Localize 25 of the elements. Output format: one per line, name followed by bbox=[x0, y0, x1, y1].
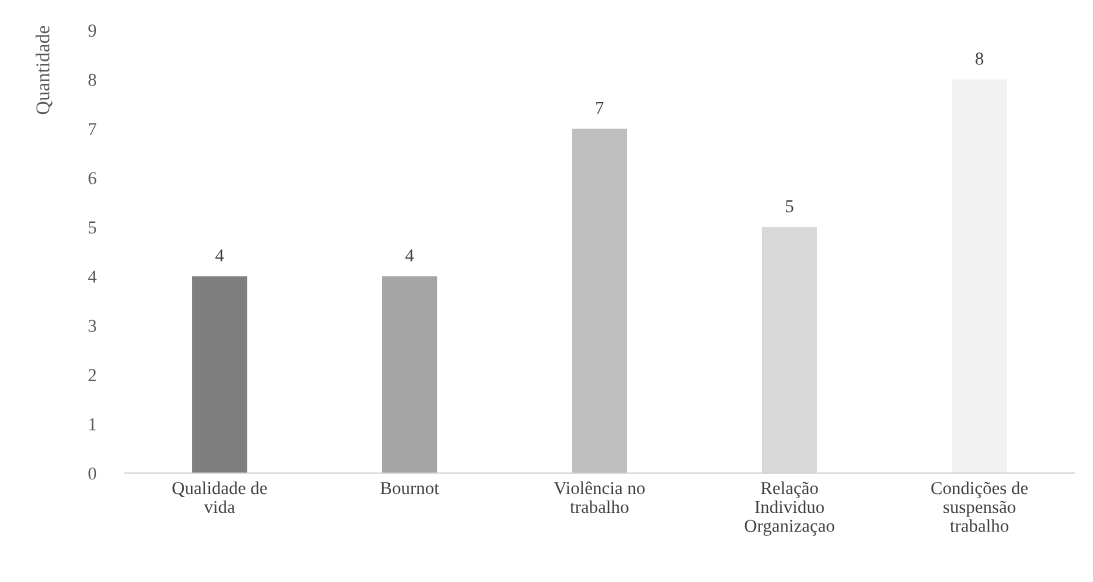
x-tick-label: Violência no trabalho bbox=[553, 481, 645, 514]
y-tick-label: 6 bbox=[88, 172, 97, 185]
y-tick-label: 7 bbox=[88, 123, 97, 135]
y-tick-label: 3 bbox=[88, 319, 97, 332]
y-tick-label: 8 bbox=[88, 73, 97, 86]
data-label: 5 bbox=[786, 200, 794, 213]
x-tick-label: Condições de suspensão trabalho bbox=[931, 481, 1028, 532]
data-label: 4 bbox=[405, 249, 414, 262]
y-tick-label: 2 bbox=[88, 369, 96, 382]
x-tick-label: Qualidade de vida bbox=[172, 481, 267, 514]
bar bbox=[192, 276, 248, 474]
x-tick-label: Relação Individuo Organizaçao bbox=[744, 481, 835, 536]
bar bbox=[571, 128, 628, 474]
y-tick-label: 4 bbox=[88, 270, 97, 283]
y-tick-label: 5 bbox=[88, 221, 97, 234]
bar bbox=[382, 276, 438, 474]
y-tick-label: 9 bbox=[88, 24, 97, 37]
y-tick-label: 1 bbox=[89, 418, 96, 431]
data-label: 8 bbox=[975, 52, 984, 65]
x-tick-label: Bournot bbox=[380, 482, 440, 495]
bar bbox=[951, 79, 1007, 474]
y-tick-label: 0 bbox=[88, 467, 97, 480]
y-axis-title: Quantidade bbox=[35, 25, 53, 115]
data-label: 4 bbox=[215, 249, 224, 262]
data-label: 7 bbox=[596, 101, 604, 114]
